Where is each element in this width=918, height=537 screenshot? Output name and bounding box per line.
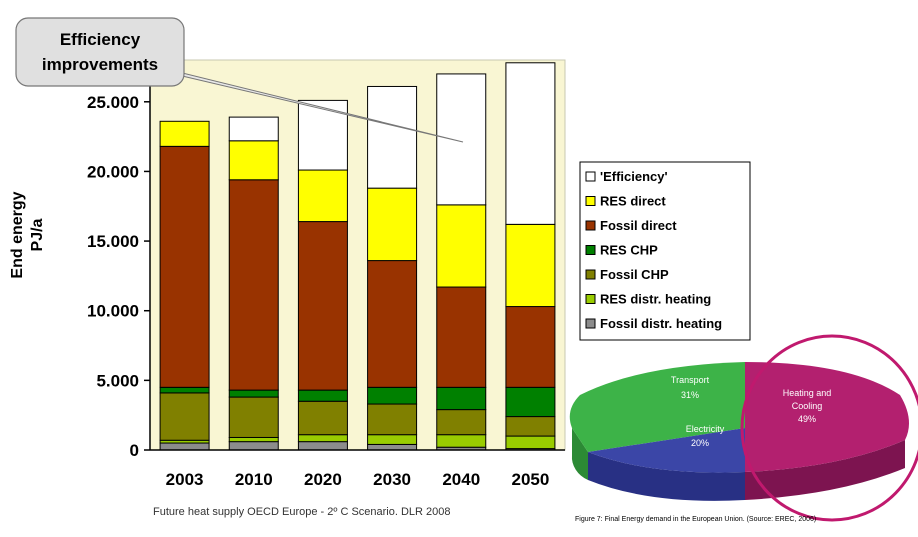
bar-segment-2003-2 (159, 392, 210, 441)
y-tick-label: 5.000 (96, 371, 139, 390)
bar-segment-2003-3 (159, 386, 210, 394)
pie-side-transport (571, 428, 588, 480)
legend-entry: RES direct (600, 194, 666, 209)
pie-percent-electricity: 20% (691, 438, 709, 448)
bar-segment-2010-0 (228, 441, 279, 451)
highlight-circle (740, 334, 918, 522)
bar-segment-2040-1 (436, 434, 487, 448)
bar-chart-caption: Future heat supply OECD Europe - 2º C Sc… (153, 506, 451, 518)
legend-swatch (585, 269, 596, 280)
bar-segment-2003-4 (159, 145, 210, 388)
plot-area (149, 59, 566, 451)
pie-side-heating (745, 440, 905, 500)
bar-segment-2040-3 (436, 386, 487, 411)
legend-swatch (585, 171, 596, 182)
legend-entry: RES CHP (600, 243, 658, 258)
x-tick-label: 2040 (442, 470, 480, 489)
bar-segment-2020-1 (297, 434, 348, 443)
legend: 'Efficiency' RES direct Fossil direct RES C… (579, 161, 751, 341)
legend-swatch (585, 196, 596, 206)
y-tick-label: 25.000 (87, 93, 139, 112)
callout-line1: Efficiency (60, 30, 141, 49)
bar-segment-2030-4 (367, 260, 418, 388)
bar-segment-2040-2 (436, 409, 487, 436)
callout-box (15, 17, 185, 87)
x-tick-label: 2050 (512, 470, 550, 489)
y-tick-label: 20.000 (87, 162, 139, 181)
legend-box (579, 161, 751, 341)
bar-segment-2010-3 (228, 389, 279, 398)
bar-segment-2010-1 (228, 436, 279, 443)
pie-label-heating: Heating and (783, 388, 832, 398)
y-tick-label: 10.000 (87, 302, 139, 321)
bar-segment-2010-4 (228, 179, 279, 391)
bar-segment-2010-2 (228, 396, 279, 438)
pie-slice-transport (569, 362, 745, 452)
bar-segment-2050-3 (505, 386, 556, 418)
pie-label-heating-2: Cooling (792, 401, 823, 411)
bar-segment-2030-2 (367, 403, 418, 436)
x-tick-label: 2003 (166, 470, 204, 489)
x-ticks-group: 2003 2010 2020 2030 2040 2050 (166, 470, 550, 489)
bar-segment-2020-2 (297, 400, 348, 436)
pie-percent-transport: 31% (681, 390, 699, 400)
bar-segment-2050-2 (505, 416, 556, 437)
bar-segment-2003-0 (159, 442, 210, 451)
pie-chart-caption: Figure 7: Final Energy demand in the Eur… (575, 516, 816, 523)
legend-entry: Fossil distr. heating (600, 316, 722, 331)
x-tick-label: 2030 (373, 470, 411, 489)
bar-segment-2050-4 (505, 306, 556, 388)
legend-entry: RES distr. heating (600, 292, 711, 307)
bar-segment-2050-1 (505, 435, 556, 450)
bar-segment-2050-5 (505, 223, 556, 308)
bar-segment-2030-6 (367, 85, 418, 189)
legend-swatch (585, 318, 596, 329)
y-ticks-group: 0 5.000 10.000 15.000 20.000 25.000 (87, 93, 150, 460)
y-tick-label: 15.000 (87, 232, 139, 251)
bar-segment-2030-3 (367, 386, 418, 405)
x-tick-label: 2020 (304, 470, 342, 489)
bar-segment-2030-5 (367, 187, 418, 262)
y-axis-label-line2: PJ/a (29, 218, 46, 251)
bar-segment-2010-5 (228, 140, 279, 181)
bar-segment-2020-4 (297, 221, 348, 391)
pie-chart: Transport 31% Electricity 20% Heating an… (569, 334, 918, 523)
bar-segment-2020-6 (297, 99, 348, 171)
bar-segment-2030-1 (367, 434, 418, 445)
pie-label-transport: Transport (671, 375, 710, 385)
bar-segment-2003-5 (159, 120, 210, 147)
legend-entry: Fossil direct (600, 218, 677, 233)
pie-slice-heating (745, 362, 909, 472)
pie-label-electricity: Electricity (686, 424, 725, 434)
bar-segment-2020-3 (297, 389, 348, 402)
bar-segment-2040-4 (436, 286, 487, 388)
bar-segment-2040-5 (436, 204, 487, 288)
x-tick-label: 2010 (235, 470, 273, 489)
bar-segment-2020-0 (297, 441, 348, 451)
legend-swatch (585, 220, 596, 231)
pie-slice-electricity (588, 428, 745, 473)
legend-entry: Fossil CHP (600, 267, 669, 282)
bars-group (159, 62, 556, 451)
pie-percent-heating: 49% (798, 414, 816, 424)
bar-segment-2040-6 (436, 73, 487, 206)
efficiency-callout: Efficiency improvements (15, 17, 464, 143)
callout-line2: improvements (42, 55, 158, 74)
legend-entry: 'Efficiency' (600, 169, 668, 184)
legend-swatch (585, 294, 596, 304)
pie-side-electricity (588, 452, 745, 501)
bar-segment-2010-6 (228, 116, 279, 142)
bar-segment-2030-0 (367, 443, 418, 451)
y-tick-label: 0 (130, 441, 139, 460)
bar-segment-2050-6 (505, 62, 556, 225)
legend-swatch (585, 245, 596, 255)
bar-segment-2020-5 (297, 169, 348, 223)
y-axis-label-line1: End energy (9, 191, 26, 278)
